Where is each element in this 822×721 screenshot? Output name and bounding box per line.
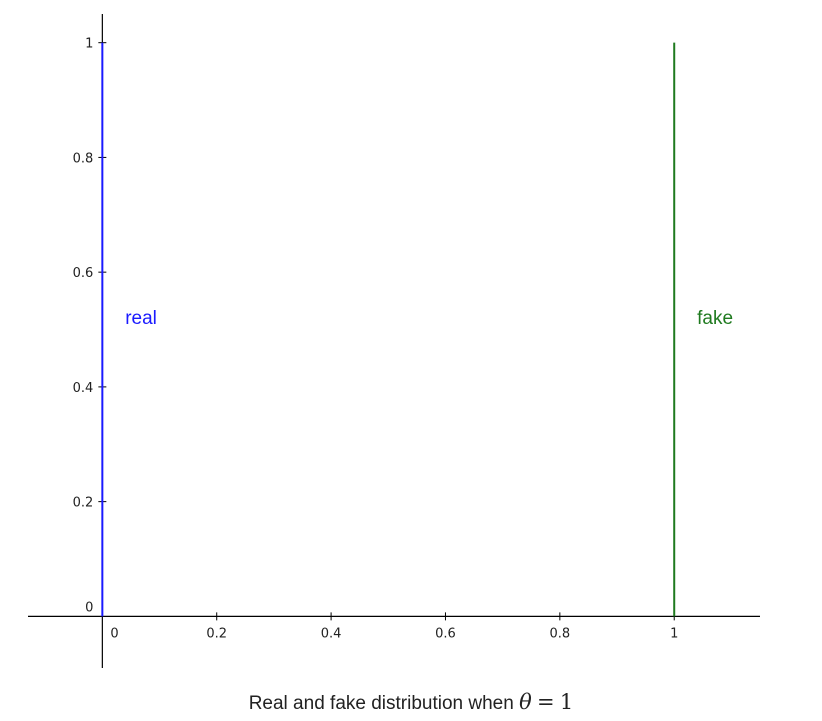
caption: Real and fake distribution when θ = 1 xyxy=(0,690,822,715)
x-ticks: 0 0.2 0.4 0.6 0.8 1 xyxy=(110,612,678,641)
x-tick-label: 0.8 xyxy=(550,626,571,641)
x-tick-label: 1 xyxy=(670,626,678,641)
y-tick-label: 0.8 xyxy=(73,151,94,166)
caption-symbol: θ xyxy=(519,690,532,714)
caption-text: Real and fake distribution when xyxy=(248,693,514,714)
y-ticks: 0 0.2 0.4 0.6 0.8 1 xyxy=(73,37,107,615)
y-tick-label: 0.4 xyxy=(73,381,94,396)
chart: 0 0.2 0.4 0.6 0.8 1 0 0.2 0.4 0.6 0.8 1 real fake xyxy=(28,14,760,668)
series: real fake xyxy=(101,42,733,617)
x-tick-label: 0 xyxy=(110,626,118,641)
x-tick-label: 0.2 xyxy=(206,626,227,641)
caption-value: 1 xyxy=(559,690,574,714)
x-tick-label: 0.4 xyxy=(321,626,342,641)
y-tick-label: 1 xyxy=(85,37,93,52)
y-tick-label: 0 xyxy=(85,600,93,615)
axes xyxy=(28,14,760,668)
x-tick-label: 0.6 xyxy=(435,626,456,641)
y-tick-label: 0.6 xyxy=(73,266,94,281)
y-tick-label: 0.2 xyxy=(73,496,94,511)
caption-operator: = xyxy=(537,690,555,714)
series-label-real: real xyxy=(125,308,157,329)
series-label-fake: fake xyxy=(697,308,733,329)
